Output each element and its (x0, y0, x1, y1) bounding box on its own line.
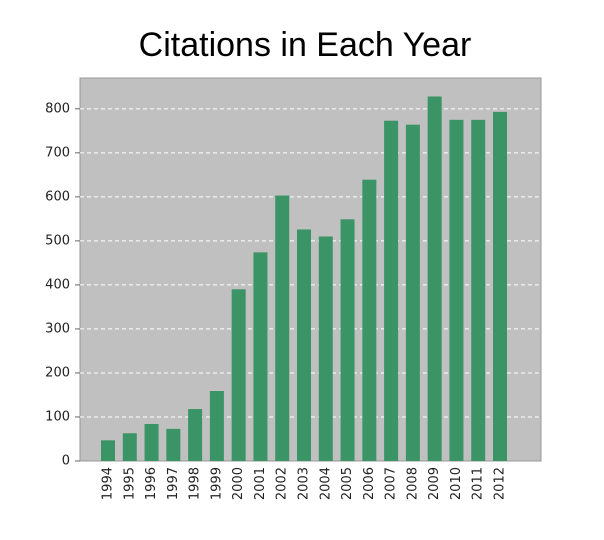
x-tick-label: 2003 (297, 467, 312, 500)
x-tick-label: 1995 (122, 467, 137, 500)
x-tick-label: 2005 (340, 467, 355, 500)
x-tick-label: 2006 (362, 467, 377, 500)
bar (471, 119, 486, 461)
x-tick-label: 2009 (427, 467, 442, 500)
bar (340, 219, 355, 461)
bar (427, 96, 442, 461)
x-tick-label: 2012 (493, 467, 508, 500)
x-tick-label: 1998 (188, 467, 203, 500)
bar (188, 409, 203, 461)
y-tick-label: 200 (45, 365, 70, 380)
x-tick-label: 2002 (275, 467, 290, 500)
x-tick-label: 1999 (209, 467, 224, 500)
bar (166, 428, 181, 461)
x-tick-label: 1997 (166, 467, 181, 500)
y-tick-label: 400 (45, 277, 70, 292)
bar (231, 289, 246, 461)
x-tick-label: 1996 (144, 467, 159, 500)
x-tick-label: 2008 (405, 467, 420, 500)
bar (493, 111, 507, 461)
y-tick-label: 800 (45, 101, 70, 116)
bar (405, 124, 420, 461)
bar (297, 229, 311, 461)
y-tick-label: 300 (45, 321, 70, 336)
y-tick-label: 100 (45, 409, 70, 424)
x-tick-label: 2004 (318, 467, 333, 500)
x-tick-label: 2011 (471, 467, 486, 500)
x-tick-label: 2000 (231, 467, 246, 500)
y-tick-label: 600 (45, 189, 70, 204)
bar (318, 236, 333, 461)
bar (144, 424, 159, 461)
x-tick-label: 2001 (253, 467, 268, 500)
y-tick-label: 700 (45, 145, 70, 160)
y-tick-label: 500 (45, 233, 70, 248)
chart-title: Citations in Each Year (139, 26, 472, 64)
bar (449, 119, 464, 461)
x-tick-label: 2010 (449, 467, 464, 500)
bar (275, 195, 290, 461)
bar (209, 391, 224, 461)
x-tick-label: 2007 (384, 467, 399, 500)
y-tick-label: 0 (62, 454, 70, 469)
x-tick-label: 1994 (101, 467, 116, 500)
bar (122, 433, 137, 461)
bar (101, 440, 115, 461)
bar (384, 120, 399, 461)
bar (362, 179, 377, 461)
bar (253, 252, 268, 461)
